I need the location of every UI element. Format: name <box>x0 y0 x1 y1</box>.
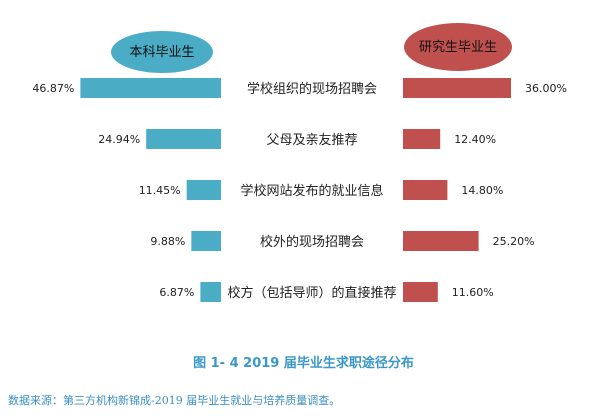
legend-graduate-label: 研究生毕业生 <box>419 40 497 55</box>
category-label-2: 父母及亲友推荐 <box>266 132 357 148</box>
value-label-undergraduate-2: 24.94% <box>98 133 140 146</box>
bar-graduate-2 <box>403 129 441 149</box>
value-label-graduate-4: 25.20% <box>493 235 535 248</box>
value-label-graduate-3: 14.80% <box>461 184 503 197</box>
value-label-undergraduate-3: 11.45% <box>139 184 181 197</box>
legend-graduate-ellipse <box>404 23 512 71</box>
category-label-1: 学校组织的现场招聘会 <box>247 81 377 97</box>
value-label-graduate-1: 36.00% <box>525 82 567 95</box>
bar-graduate-4 <box>403 231 479 251</box>
bar-undergraduate-4 <box>191 231 221 251</box>
labels-group: 学校组织的现场招聘会 46.87% 36.00% 父母及亲友推荐 24.94% 12.40… <box>32 81 567 301</box>
bar-graduate-5 <box>403 282 438 302</box>
bar-undergraduate-1 <box>80 78 221 98</box>
bars-group <box>80 78 511 302</box>
bar-graduate-1 <box>403 78 511 98</box>
category-label-3: 学校网站发布的就业信息 <box>240 183 383 199</box>
figure-caption: 图 1- 4 2019 届毕业生求职途径分布 <box>193 356 414 371</box>
bar-chart: 本科毕业生 研究生毕业生 学校组织的现场招聘会 46.87% 36.00% 父母及亲友… <box>32 23 567 302</box>
bar-graduate-3 <box>403 180 448 200</box>
value-label-undergraduate-1: 46.87% <box>32 82 74 95</box>
legend-undergraduate-label: 本科毕业生 <box>129 45 194 60</box>
legend-undergraduate-ellipse <box>111 31 213 73</box>
bar-undergraduate-5 <box>200 282 221 302</box>
value-label-undergraduate-5: 6.87% <box>159 286 194 299</box>
bar-undergraduate-3 <box>186 180 221 200</box>
value-label-graduate-5: 11.60% <box>452 286 494 299</box>
value-label-graduate-2: 12.40% <box>454 133 496 146</box>
category-label-4: 校外的现场招聘会 <box>260 234 364 250</box>
legend-graduate: 研究生毕业生 <box>404 23 512 71</box>
value-label-undergraduate-4: 9.88% <box>150 235 185 248</box>
bar-undergraduate-2 <box>146 129 221 149</box>
legend-undergraduate: 本科毕业生 <box>111 31 213 73</box>
category-label-5: 校方（包括导师）的直接推荐 <box>227 285 396 301</box>
data-source-note: 数据来源：第三方机构新锦成-2019 届毕业生就业与培养质量调查。 <box>8 394 341 407</box>
